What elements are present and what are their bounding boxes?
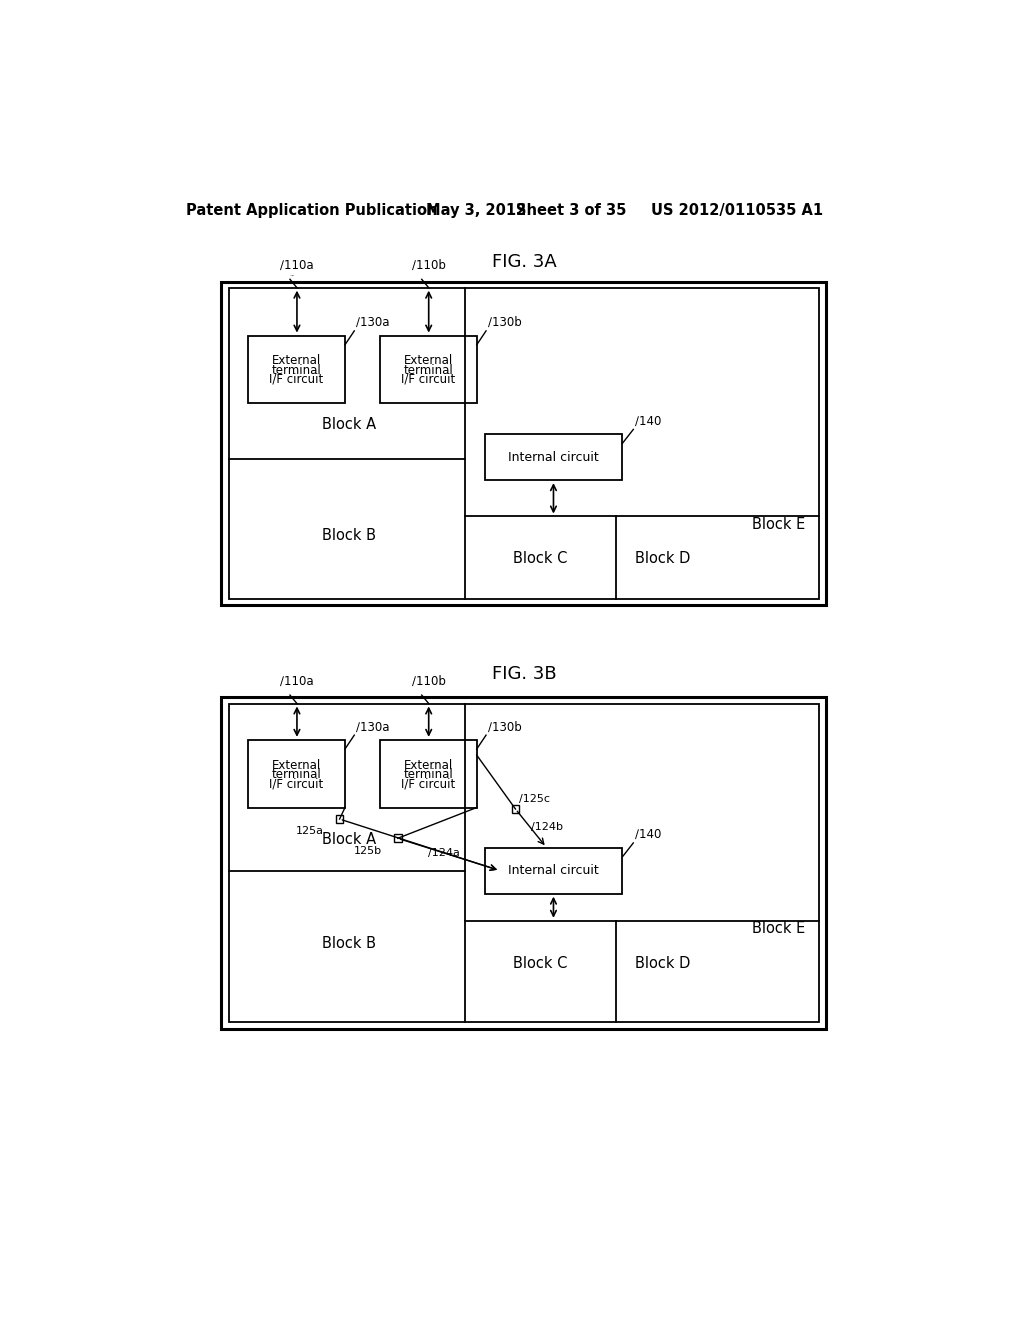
Text: terminal: terminal (403, 363, 454, 376)
Text: Sheet 3 of 35: Sheet 3 of 35 (515, 203, 626, 218)
Text: External: External (403, 354, 453, 367)
Text: ∕125c: ∕125c (519, 795, 550, 804)
Bar (336, 816, 343, 822)
Bar (512, 805, 519, 813)
Text: ∕110a: ∕110a (280, 675, 313, 688)
Text: terminal: terminal (271, 363, 322, 376)
Text: External: External (403, 759, 453, 772)
Bar (248, 739, 345, 808)
Text: May 3, 2012: May 3, 2012 (426, 203, 526, 218)
Text: 125b: 125b (354, 846, 382, 857)
Text: Patent Application Publication: Patent Application Publication (186, 203, 437, 218)
Bar (228, 704, 819, 1022)
Bar (228, 288, 819, 599)
Bar (380, 739, 477, 808)
Bar (380, 335, 477, 404)
Text: Block E: Block E (753, 516, 806, 532)
Text: Block D: Block D (635, 552, 690, 566)
Text: I/F circuit: I/F circuit (401, 777, 456, 791)
Text: Block C: Block C (513, 956, 567, 970)
Text: ∕124a: ∕124a (428, 847, 460, 858)
Text: ∕124b: ∕124b (531, 822, 563, 832)
Text: ∕130a: ∕130a (356, 721, 389, 734)
Text: External: External (272, 354, 322, 367)
Text: ∕130a: ∕130a (356, 317, 389, 330)
Text: Block B: Block B (322, 936, 376, 952)
Text: ∕140: ∕140 (635, 829, 662, 841)
Text: FIG. 3B: FIG. 3B (493, 665, 557, 684)
Bar (484, 847, 623, 894)
Bar (484, 434, 623, 480)
Text: Block B: Block B (322, 528, 376, 544)
Bar (394, 834, 401, 842)
Text: terminal: terminal (403, 768, 454, 781)
Text: I/F circuit: I/F circuit (401, 372, 456, 385)
Text: Internal circuit: Internal circuit (508, 450, 599, 463)
Text: Block C: Block C (513, 552, 567, 566)
Text: ∕110b: ∕110b (412, 259, 445, 272)
Bar (221, 281, 825, 605)
Bar (221, 697, 825, 1028)
Text: 125a: 125a (296, 825, 324, 836)
Text: ∕140: ∕140 (635, 414, 662, 428)
Text: Block D: Block D (635, 956, 690, 970)
Text: FIG. 3A: FIG. 3A (493, 253, 557, 272)
Text: ∕110b: ∕110b (412, 675, 445, 688)
Text: I/F circuit: I/F circuit (269, 777, 324, 791)
Text: ∕130b: ∕130b (487, 317, 521, 330)
Text: ∕110a: ∕110a (280, 259, 313, 272)
Text: Block E: Block E (753, 921, 806, 936)
Bar (248, 335, 345, 404)
Text: Block A: Block A (322, 833, 376, 847)
Text: Block A: Block A (322, 417, 376, 432)
Text: Internal circuit: Internal circuit (508, 865, 599, 878)
Text: $\neg$110a: $\neg$110a (289, 273, 296, 277)
Text: US 2012/0110535 A1: US 2012/0110535 A1 (651, 203, 823, 218)
Text: terminal: terminal (271, 768, 322, 781)
Text: I/F circuit: I/F circuit (269, 372, 324, 385)
Text: ∕130b: ∕130b (487, 721, 521, 734)
Text: External: External (272, 759, 322, 772)
